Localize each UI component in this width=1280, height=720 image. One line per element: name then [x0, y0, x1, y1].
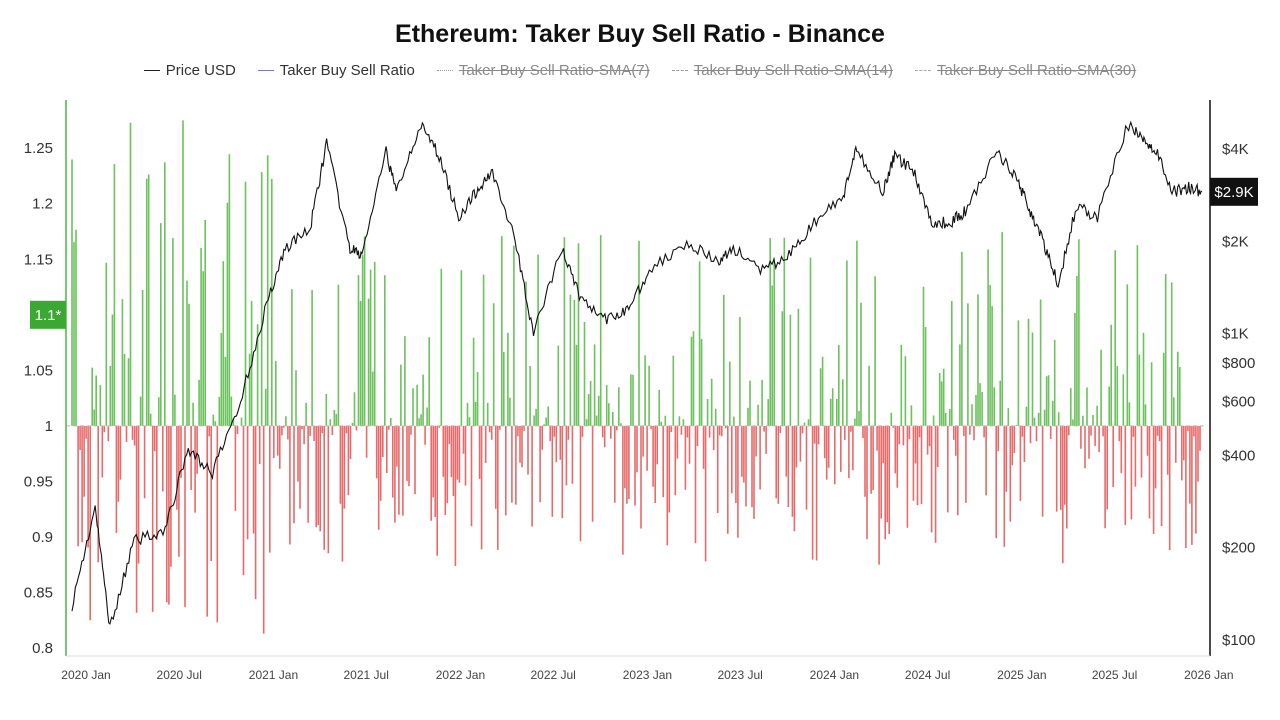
y-left-tick-label: 1.05	[24, 362, 53, 379]
y-right-tick-label: $200	[1222, 540, 1255, 557]
legend-item-0[interactable]: Price USD	[143, 62, 236, 79]
legend-swatch-icon	[914, 70, 931, 71]
x-tick-label: 2020 Jul	[157, 668, 202, 682]
legend-swatch-icon	[257, 70, 274, 71]
y-left-tick-label: 0.95	[24, 473, 53, 490]
y-right-tick-label: $400	[1222, 447, 1255, 464]
x-tick-label: 2026 Jan	[1184, 668, 1233, 682]
x-tick-label: 2021 Jan	[249, 668, 298, 682]
legend-item-4[interactable]: Taker Buy Sell Ratio-SMA(30)	[914, 62, 1137, 79]
legend-label: Taker Buy Sell Ratio-SMA(14)	[693, 62, 893, 79]
x-tick-label: 2021 Jul	[344, 668, 389, 682]
y-left-tick-label: 1	[45, 418, 53, 435]
x-tick-label: 2022 Jul	[530, 668, 575, 682]
y-right-tick-label: $1K	[1222, 326, 1249, 343]
x-tick-label: 2023 Jul	[717, 668, 762, 682]
legend-swatch-icon	[143, 70, 160, 71]
current-ratio-badge-label: 1.1*	[35, 307, 62, 324]
x-tick-label: 2024 Jan	[810, 668, 859, 682]
y-left-tick-label: 1.25	[24, 140, 53, 157]
y-left-tick-label: 1.2	[32, 196, 53, 213]
x-tick-label: 2024 Jul	[905, 668, 950, 682]
y-left-tick-label: 0.9	[32, 529, 53, 546]
y-right-tick-label: $4K	[1222, 141, 1249, 158]
legend-label: Taker Buy Sell Ratio-SMA(7)	[458, 62, 650, 79]
legend-swatch-icon	[436, 70, 453, 71]
y-right-tick-label: $100	[1222, 632, 1255, 649]
current-ratio-badge	[30, 300, 66, 329]
legend-label: Price USD	[165, 62, 236, 79]
y-left-tick-label: 0.85	[24, 584, 53, 601]
x-tick-label: 2025 Jan	[997, 668, 1046, 682]
y-right-tick-label: $800	[1222, 355, 1255, 372]
legend-item-3[interactable]: Taker Buy Sell Ratio-SMA(14)	[671, 62, 893, 79]
x-tick-label: 2023 Jan	[623, 668, 672, 682]
chart-legend: Price USD Taker Buy Sell Ratio Taker Buy S…	[0, 62, 1280, 79]
x-tick-label: 2020 Jan	[61, 668, 110, 682]
ratio-bars-above	[71, 120, 1181, 426]
ratio-bars-below	[77, 425, 1201, 634]
price-line	[71, 120, 1203, 625]
x-tick-label: 2025 Jul	[1092, 668, 1137, 682]
current-price-badge-label: $2.9K	[1214, 184, 1253, 201]
chart-title: Ethereum: Taker Buy Sell Ratio - Binance	[395, 20, 885, 48]
legend-label: Taker Buy Sell Ratio	[279, 62, 415, 79]
y-left-tick-label: 1.15	[24, 251, 53, 268]
y-right-tick-label: $2K	[1222, 233, 1249, 250]
legend-label: Taker Buy Sell Ratio-SMA(30)	[936, 62, 1137, 79]
legend-item-2[interactable]: Taker Buy Sell Ratio-SMA(7)	[436, 62, 650, 79]
legend-item-1[interactable]: Taker Buy Sell Ratio	[257, 62, 415, 79]
legend-swatch-icon	[671, 70, 688, 71]
y-left-tick-label: 0.8	[32, 640, 53, 657]
x-tick-label: 2022 Jan	[436, 668, 485, 682]
y-right-tick-label: $600	[1222, 394, 1255, 411]
current-price-badge	[1210, 177, 1258, 206]
